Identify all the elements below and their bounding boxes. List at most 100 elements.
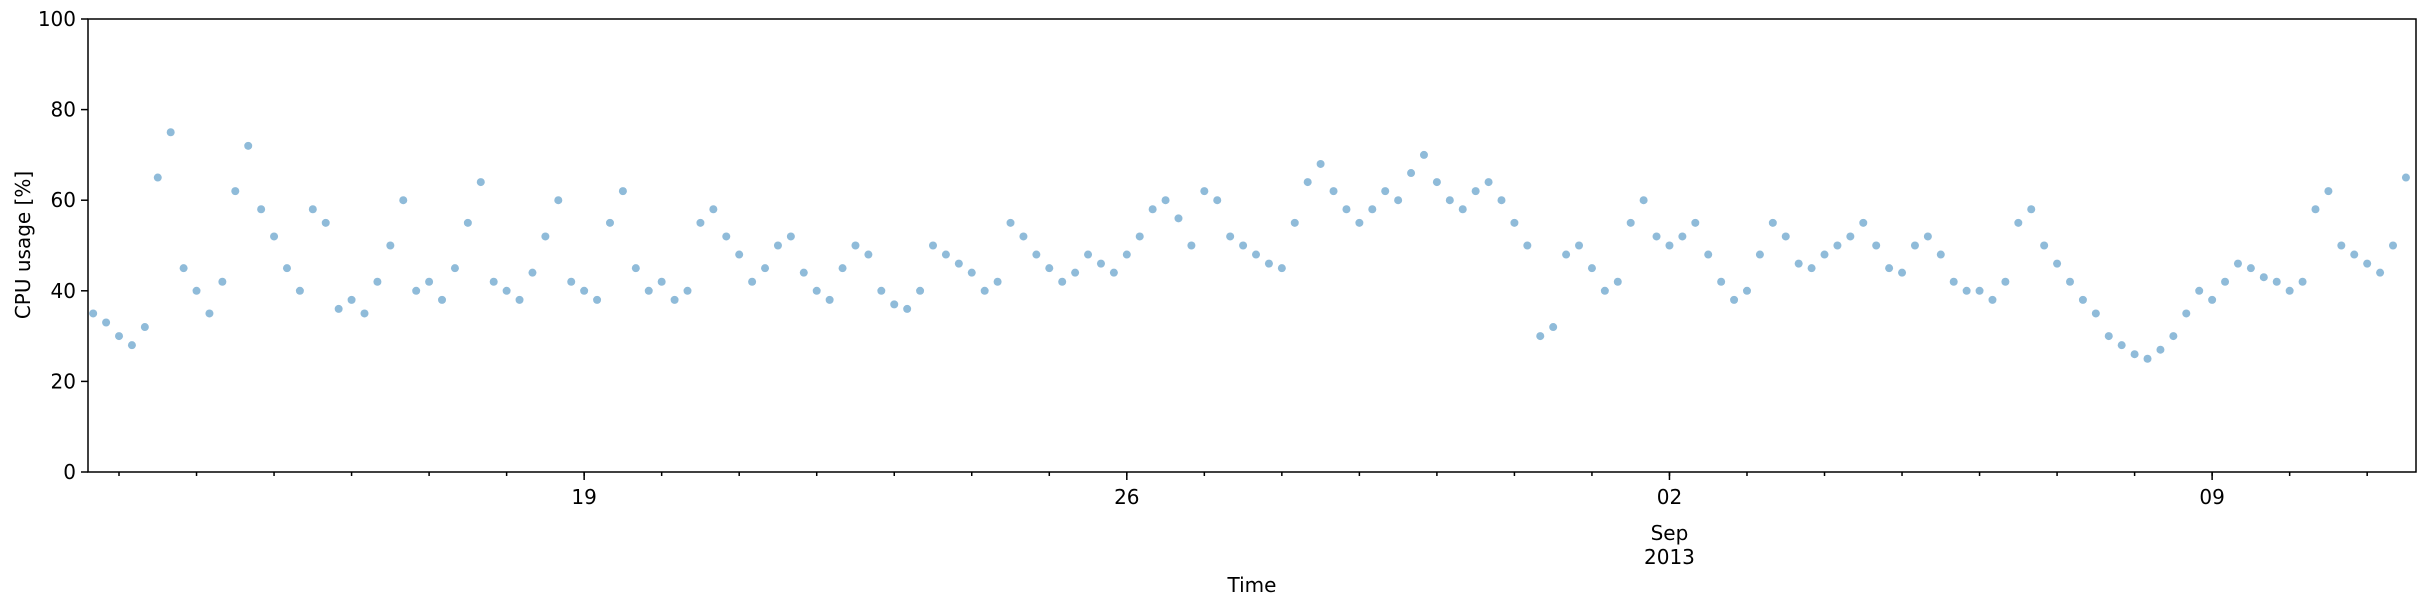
point <box>1923 232 1932 241</box>
point <box>1794 259 1803 268</box>
plot-frame <box>87 18 2417 473</box>
y-tick-label: 40 <box>51 279 76 303</box>
point <box>1704 250 1713 259</box>
point <box>1161 196 1170 205</box>
point <box>2285 286 2294 295</box>
point <box>515 295 524 304</box>
point <box>1820 250 1829 259</box>
point <box>2259 273 2268 282</box>
point <box>2027 205 2036 214</box>
point <box>670 295 679 304</box>
point <box>916 286 925 295</box>
x-tick-label: 26 <box>1114 485 1139 509</box>
point <box>2182 309 2191 318</box>
point <box>735 250 744 259</box>
point <box>1109 268 1118 277</box>
point <box>657 277 666 286</box>
point <box>1174 214 1183 223</box>
point <box>1084 250 1093 259</box>
point <box>1665 241 1674 250</box>
point <box>1807 264 1816 273</box>
x-month-label: Sep <box>1651 521 1689 545</box>
point <box>2311 205 2320 214</box>
point <box>825 295 834 304</box>
point <box>244 141 253 150</box>
point <box>2014 218 2023 227</box>
point <box>1419 150 1428 159</box>
point <box>1290 218 1299 227</box>
point <box>1678 232 1687 241</box>
point <box>218 277 227 286</box>
point <box>360 309 369 318</box>
point <box>257 205 266 214</box>
point <box>1394 196 1403 205</box>
point <box>1187 241 1196 250</box>
point <box>1652 232 1661 241</box>
point <box>2208 295 2217 304</box>
point <box>1445 196 1454 205</box>
point <box>2324 187 2333 196</box>
point <box>1626 218 1635 227</box>
point <box>2130 350 2139 359</box>
point <box>1407 169 1416 178</box>
point <box>877 286 886 295</box>
point <box>1536 332 1545 341</box>
point <box>1730 295 1739 304</box>
point <box>954 259 963 268</box>
point <box>1988 295 1997 304</box>
point <box>1368 205 1377 214</box>
point <box>270 232 279 241</box>
point <box>1355 218 1364 227</box>
y-tick-label: 20 <box>51 369 76 393</box>
point <box>140 323 149 332</box>
point <box>2233 259 2242 268</box>
point <box>748 277 757 286</box>
point <box>2001 277 2010 286</box>
point <box>1458 205 1467 214</box>
point <box>838 264 847 273</box>
point <box>1781 232 1790 241</box>
point <box>1432 178 1441 187</box>
point <box>399 196 408 205</box>
point <box>1717 277 1726 286</box>
point <box>644 286 653 295</box>
point <box>1691 218 1700 227</box>
point <box>1768 218 1777 227</box>
x-year-label: 2013 <box>1644 545 1695 569</box>
point <box>1252 250 1261 259</box>
point <box>993 277 1002 286</box>
point <box>631 264 640 273</box>
y-tick-label: 80 <box>51 98 76 122</box>
point <box>127 341 136 350</box>
point <box>1471 187 1480 196</box>
point <box>1342 205 1351 214</box>
point <box>1213 196 1222 205</box>
point <box>1303 178 1312 187</box>
point <box>605 218 614 227</box>
point <box>153 173 162 182</box>
point <box>502 286 511 295</box>
point <box>2221 277 2230 286</box>
point <box>1587 264 1596 273</box>
point <box>1484 178 1493 187</box>
point <box>2117 341 2126 350</box>
y-tick-label: 60 <box>51 188 76 212</box>
point <box>1962 286 1971 295</box>
point <box>786 232 795 241</box>
point <box>593 295 602 304</box>
point <box>1200 187 1209 196</box>
point <box>179 264 188 273</box>
point <box>1549 323 1558 332</box>
point <box>1058 277 1067 286</box>
point <box>1833 241 1842 250</box>
point <box>1045 264 1054 273</box>
point <box>1148 205 1157 214</box>
point <box>1885 264 1894 273</box>
point <box>2040 241 2049 250</box>
point <box>773 241 782 250</box>
point <box>476 178 485 187</box>
point <box>412 286 421 295</box>
point <box>812 286 821 295</box>
point <box>709 205 718 214</box>
